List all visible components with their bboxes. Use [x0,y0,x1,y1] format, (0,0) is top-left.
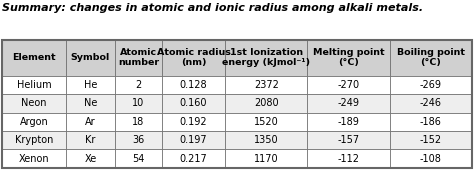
Bar [307,112,390,131]
Bar [390,40,472,76]
Text: 1350: 1350 [254,135,279,145]
Text: Boiling point
(°C): Boiling point (°C) [397,48,465,67]
Text: Xenon: Xenon [19,154,49,164]
Text: 0.217: 0.217 [180,154,208,164]
Text: 2372: 2372 [254,80,279,90]
Text: Ne: Ne [84,98,97,108]
Bar [225,76,307,94]
Bar [162,40,225,76]
Bar [307,94,390,112]
Bar [2,40,66,76]
Bar [2,94,66,112]
Bar [115,76,162,94]
Bar [66,131,115,149]
Text: 2: 2 [136,80,142,90]
Text: Helium: Helium [17,80,51,90]
Text: 0.128: 0.128 [180,80,208,90]
Bar [307,76,390,94]
Text: -246: -246 [419,98,442,108]
Bar [162,112,225,131]
Text: -186: -186 [419,117,441,127]
Text: -249: -249 [337,98,359,108]
Bar [390,112,472,131]
Text: Symbol: Symbol [71,53,110,62]
Bar [225,112,307,131]
Text: -108: -108 [419,154,441,164]
Text: 1170: 1170 [254,154,279,164]
Text: 18: 18 [132,117,145,127]
Bar [66,94,115,112]
Bar [225,40,307,76]
Text: -270: -270 [337,80,359,90]
Bar [115,131,162,149]
Bar [225,131,307,149]
Bar [307,131,390,149]
Bar [390,94,472,112]
Text: -157: -157 [337,135,359,145]
Bar [115,40,162,76]
Text: 1st Ionization
energy (kJmol⁻¹): 1st Ionization energy (kJmol⁻¹) [222,48,310,67]
Bar [2,112,66,131]
Bar [225,149,307,168]
Text: -189: -189 [337,117,359,127]
Text: -152: -152 [419,135,442,145]
Text: -269: -269 [419,80,442,90]
Bar [115,94,162,112]
Text: Atomic radius
(nm): Atomic radius (nm) [156,48,230,67]
Bar [162,131,225,149]
Text: Neon: Neon [21,98,47,108]
Bar [2,131,66,149]
Text: He: He [84,80,97,90]
Text: Argon: Argon [19,117,48,127]
Text: Melting point
(°C): Melting point (°C) [313,48,384,67]
Text: Atomic
number: Atomic number [118,48,159,67]
Text: 2080: 2080 [254,98,279,108]
Text: -112: -112 [337,154,359,164]
Text: Element: Element [12,53,56,62]
Bar [66,149,115,168]
Bar [390,149,472,168]
Bar [2,76,66,94]
Bar [225,94,307,112]
Bar [2,149,66,168]
Bar [307,40,390,76]
Text: 0.192: 0.192 [180,117,208,127]
Text: 0.197: 0.197 [180,135,208,145]
Text: Xe: Xe [84,154,97,164]
Bar [66,76,115,94]
Bar [390,76,472,94]
Bar [390,131,472,149]
Bar [162,149,225,168]
Bar [66,40,115,76]
Text: 54: 54 [132,154,145,164]
Text: Summary: changes in atomic and ionic radius among alkali metals.: Summary: changes in atomic and ionic rad… [2,3,423,13]
Text: Kr: Kr [85,135,96,145]
Bar [162,76,225,94]
Bar [162,94,225,112]
Text: 1520: 1520 [254,117,279,127]
Text: Ar: Ar [85,117,96,127]
Bar [307,149,390,168]
Text: Krypton: Krypton [15,135,53,145]
Bar [115,149,162,168]
Text: 36: 36 [132,135,145,145]
Bar [115,112,162,131]
Text: 0.160: 0.160 [180,98,207,108]
Text: 10: 10 [132,98,145,108]
Bar [66,112,115,131]
Bar [2,40,472,168]
